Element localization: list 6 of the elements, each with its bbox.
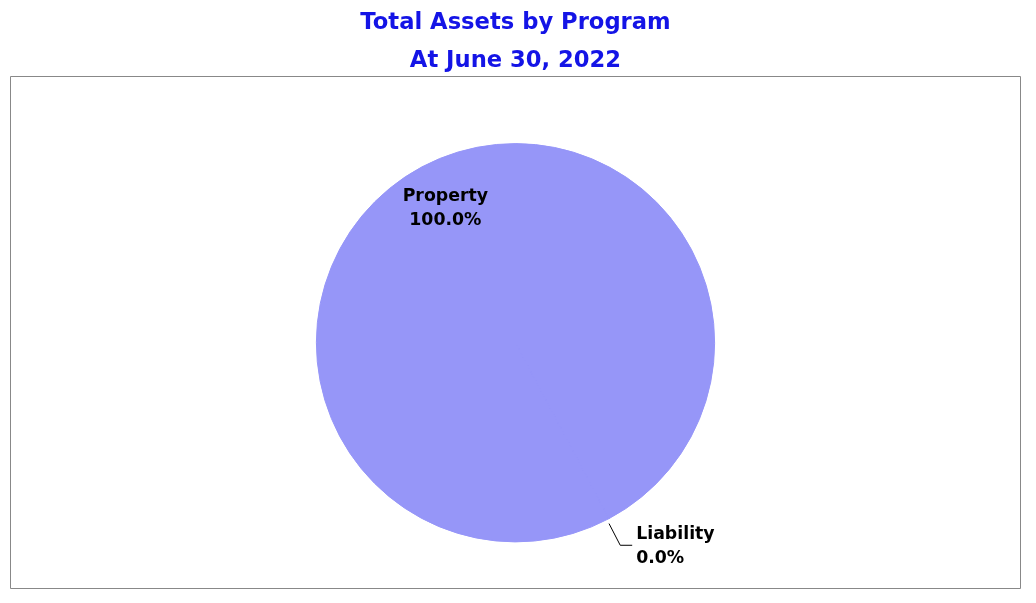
chart-subtitle: At June 30, 2022: [409, 45, 622, 72]
text: 0.0%: [636, 547, 685, 568]
data-label: 100.0%: [409, 209, 482, 230]
slice-label: Property: [402, 185, 489, 206]
chart-title: Total Assets by Program: [360, 7, 671, 34]
legend-label: Liability: [636, 523, 715, 544]
